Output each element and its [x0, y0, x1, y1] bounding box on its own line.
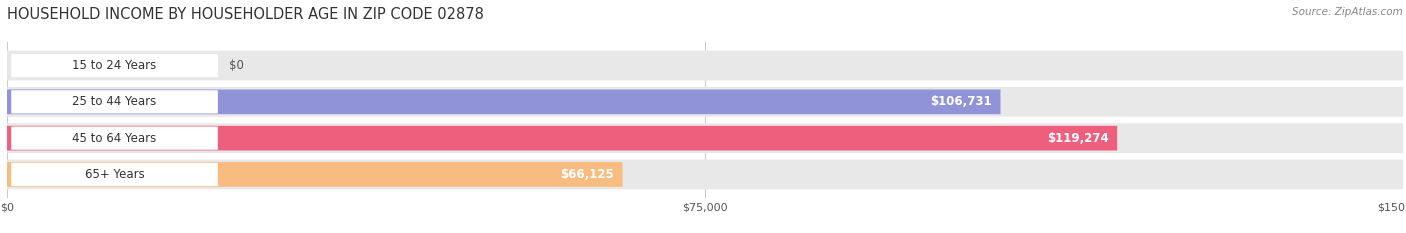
Text: HOUSEHOLD INCOME BY HOUSEHOLDER AGE IN ZIP CODE 02878: HOUSEHOLD INCOME BY HOUSEHOLDER AGE IN Z… [7, 7, 484, 22]
FancyBboxPatch shape [11, 127, 218, 150]
Text: 65+ Years: 65+ Years [84, 168, 145, 181]
Text: 45 to 64 Years: 45 to 64 Years [73, 132, 156, 145]
FancyBboxPatch shape [7, 89, 1001, 114]
FancyBboxPatch shape [7, 51, 1403, 80]
Text: 15 to 24 Years: 15 to 24 Years [73, 59, 156, 72]
FancyBboxPatch shape [7, 126, 1118, 151]
FancyBboxPatch shape [7, 160, 1403, 189]
FancyBboxPatch shape [7, 123, 1403, 153]
FancyBboxPatch shape [11, 90, 218, 113]
Text: 25 to 44 Years: 25 to 44 Years [73, 95, 156, 108]
FancyBboxPatch shape [11, 163, 218, 186]
Text: $119,274: $119,274 [1047, 132, 1109, 145]
Text: $66,125: $66,125 [561, 168, 614, 181]
Text: $0: $0 [229, 59, 243, 72]
FancyBboxPatch shape [7, 87, 1403, 117]
Text: $106,731: $106,731 [931, 95, 993, 108]
FancyBboxPatch shape [7, 162, 623, 187]
FancyBboxPatch shape [11, 54, 218, 77]
Text: Source: ZipAtlas.com: Source: ZipAtlas.com [1292, 7, 1403, 17]
